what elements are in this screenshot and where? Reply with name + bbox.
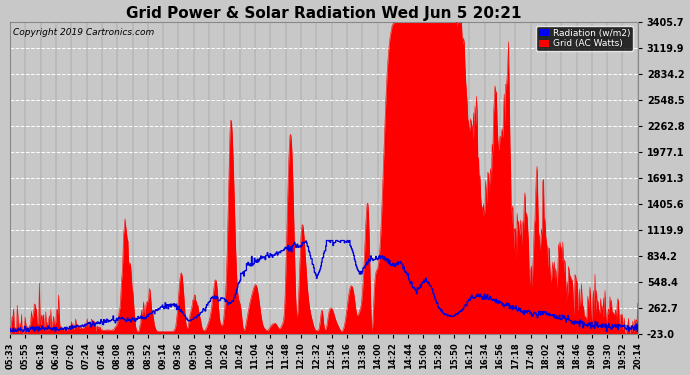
- Legend: Radiation (w/m2), Grid (AC Watts): Radiation (w/m2), Grid (AC Watts): [536, 26, 633, 51]
- Title: Grid Power & Solar Radiation Wed Jun 5 20:21: Grid Power & Solar Radiation Wed Jun 5 2…: [126, 6, 522, 21]
- Text: Copyright 2019 Cartronics.com: Copyright 2019 Cartronics.com: [13, 28, 155, 37]
